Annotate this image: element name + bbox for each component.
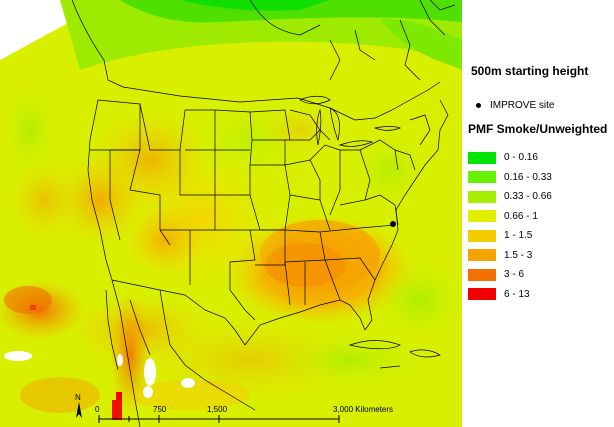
legend-items: 0 - 0.16 0.16 - 0.33 0.33 - 0.66 0.66 - 1 1 …: [468, 148, 552, 304]
legend-label: 1 - 1.5: [504, 230, 533, 242]
site-legend-label: IMPROVE site: [490, 100, 555, 111]
svg-text:N: N: [75, 393, 81, 402]
legend-swatch: [468, 268, 496, 281]
legend-label: 6 - 13: [504, 288, 530, 300]
legend-item: 3 - 6: [468, 265, 552, 285]
legend-title: PMF Smoke/Unweighted: [468, 122, 608, 136]
legend-item: 1 - 1.5: [468, 226, 552, 246]
map-title: 500m starting height: [471, 64, 589, 78]
concentration-field: [0, 0, 462, 427]
legend-label: 1.5 - 3: [504, 249, 533, 261]
legend-swatch: [468, 171, 496, 184]
scale-tick-0: 0: [95, 405, 100, 414]
scale-bar: 0 750 1,500 3,000 Kilometers: [95, 403, 410, 427]
improve-site-marker: [390, 221, 396, 227]
site-legend: IMPROVE site: [476, 100, 554, 111]
north-arrow: N: [72, 392, 86, 422]
legend-swatch: [468, 151, 496, 164]
legend-swatch: [468, 229, 496, 242]
legend-label: 0.16 - 0.33: [504, 171, 552, 183]
state-boundaries: [71, 0, 456, 427]
legend-swatch: [468, 288, 496, 301]
scale-tick-1500: 1,500: [207, 405, 228, 414]
legend-label: 0.33 - 0.66: [504, 191, 552, 203]
legend-panel: 500m starting height IMPROVE site PMF Sm…: [462, 0, 614, 427]
legend-item: 0.33 - 0.66: [468, 187, 552, 207]
scale-tick-3000: 3,000 Kilometers: [333, 405, 393, 414]
legend-swatch: [468, 210, 496, 223]
legend-label: 3 - 6: [504, 269, 525, 281]
legend-item: 0.66 - 1: [468, 207, 552, 227]
legend-label: 0.66 - 1: [504, 210, 538, 222]
legend-item: 0.16 - 0.33: [468, 168, 552, 188]
legend-item: 1.5 - 3: [468, 246, 552, 266]
smoke-map: N 0 750 1,500 3,000 Kilometers: [0, 0, 462, 427]
scale-tick-750: 750: [153, 405, 167, 414]
no-data-areas: [4, 351, 195, 398]
legend-item: 6 - 13: [468, 285, 552, 305]
legend-swatch: [468, 190, 496, 203]
north-arrow-icon: N: [75, 393, 82, 418]
site-dot-icon: [476, 103, 481, 108]
legend-item: 0 - 0.16: [468, 148, 552, 168]
legend-swatch: [468, 249, 496, 262]
legend-label: 0 - 0.16: [504, 152, 538, 164]
